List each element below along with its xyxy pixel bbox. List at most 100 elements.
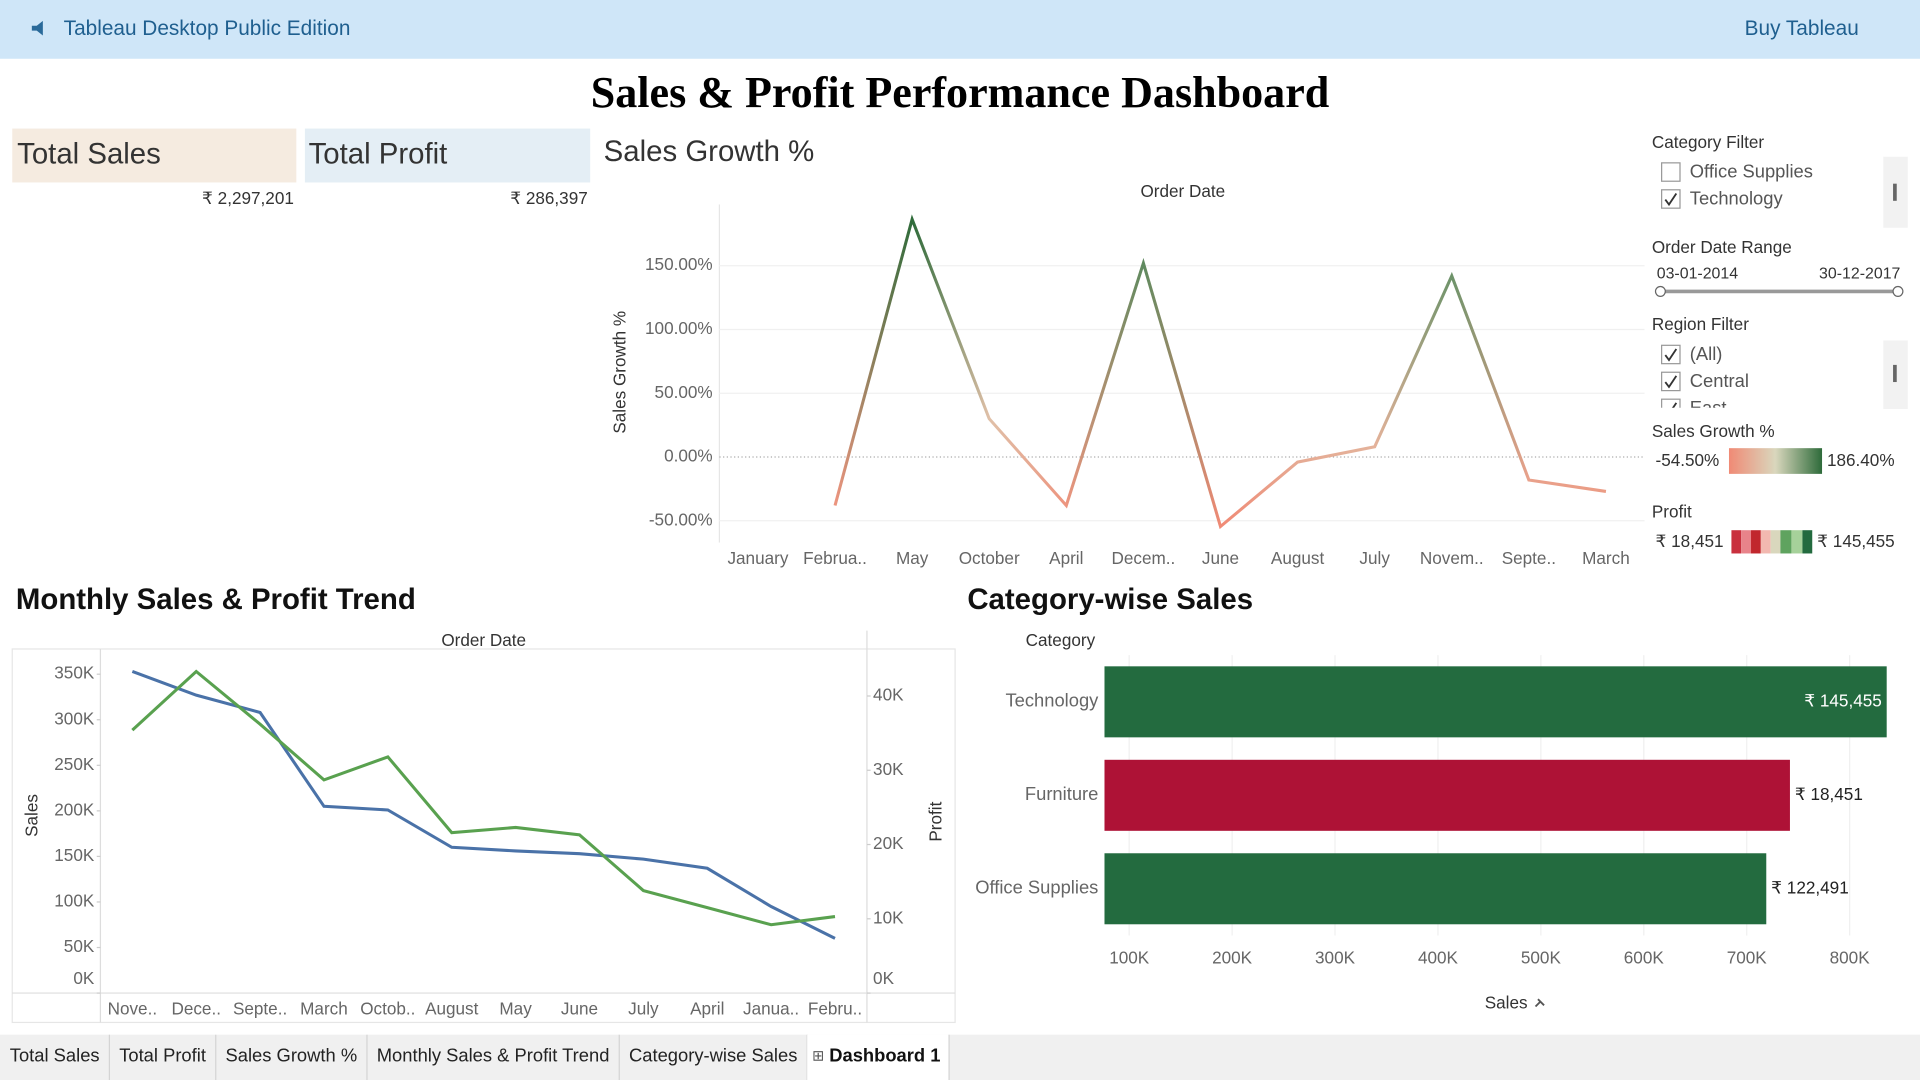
app-name: Tableau Desktop Public Edition xyxy=(64,17,351,40)
x-tick-label: Decem.. xyxy=(1112,548,1176,568)
y2-tick-label: 20K xyxy=(873,833,904,853)
category-header: Category xyxy=(1026,630,1096,650)
y-axis-title: Sales xyxy=(22,794,42,837)
tab[interactable]: Sales Growth % xyxy=(226,1045,358,1066)
filter-option[interactable]: Central xyxy=(1690,370,1749,391)
x-axis-title: Order Date xyxy=(1140,181,1225,201)
x-tick-label: March xyxy=(300,999,348,1019)
tab[interactable]: Total Profit xyxy=(119,1045,206,1066)
kpi-label: Total Sales xyxy=(17,137,161,170)
checkbox[interactable] xyxy=(1661,398,1681,417)
category-label: Technology xyxy=(1005,690,1099,711)
x-tick-label: April xyxy=(1049,548,1083,568)
filter-title: Order Date Range xyxy=(1652,237,1792,257)
buy-link[interactable]: Buy Tableau xyxy=(1745,17,1859,40)
check-mark xyxy=(1671,402,1678,408)
value-label: ₹ 145,455 xyxy=(1804,690,1882,710)
app-icon xyxy=(31,20,43,36)
x-tick-label: Septe.. xyxy=(233,999,287,1019)
tab[interactable]: Total Sales xyxy=(10,1045,100,1066)
top-bar xyxy=(0,0,1920,59)
checkbox[interactable] xyxy=(1661,344,1681,365)
checkbox[interactable] xyxy=(1661,371,1681,392)
x-tick-label: 400K xyxy=(1418,947,1459,967)
x-axis-title: Sales xyxy=(1485,993,1528,1013)
kpi-value: ₹ 2,297,201 xyxy=(202,188,294,208)
dashboard-title: Sales & Profit Performance Dashboard xyxy=(591,68,1330,117)
y-tick-label: 0K xyxy=(73,968,95,988)
chart-title: Category-wise Sales xyxy=(967,583,1253,616)
x-tick-label: 600K xyxy=(1624,947,1665,967)
series-line xyxy=(131,670,836,940)
y-tick-label: 300K xyxy=(54,708,95,728)
y2-tick-label: 40K xyxy=(873,685,904,705)
x-tick-label: Septe.. xyxy=(1502,548,1556,568)
bar xyxy=(1104,853,1767,925)
slider-handle[interactable] xyxy=(1892,285,1904,297)
checkbox[interactable] xyxy=(1661,189,1681,209)
x-tick-label: June xyxy=(561,999,598,1019)
x-tick-label: 100K xyxy=(1109,947,1150,967)
x-tick-label: April xyxy=(690,999,724,1019)
y-tick-label: -50.00% xyxy=(649,509,713,529)
y2-axis-title: Profit xyxy=(925,801,945,841)
chart-title: Sales Growth % xyxy=(604,135,815,168)
x-tick-label: August xyxy=(425,999,479,1019)
x-tick-label: Febru.. xyxy=(808,999,862,1019)
x-tick-label: July xyxy=(628,999,659,1019)
filter-option[interactable]: (All) xyxy=(1690,343,1723,364)
series-line xyxy=(131,669,836,927)
y2-tick-label: 10K xyxy=(873,907,904,927)
y-tick-label: 350K xyxy=(54,663,95,683)
date-end: 30-12-2017 xyxy=(1819,265,1901,282)
scroll-thumb[interactable] xyxy=(1893,183,1897,201)
kpi-box xyxy=(12,128,297,183)
filter-title: Category Filter xyxy=(1652,132,1765,152)
x-tick-label: June xyxy=(1202,548,1239,568)
x-tick-label: 200K xyxy=(1212,947,1253,967)
active-tab xyxy=(807,1034,950,1080)
legend-max: 186.40% xyxy=(1827,450,1895,470)
x-tick-label: 500K xyxy=(1521,947,1562,967)
filter-option[interactable]: Technology xyxy=(1690,187,1784,208)
legend-min: -54.50% xyxy=(1656,450,1720,470)
x-tick-label: 800K xyxy=(1830,947,1871,967)
slider-handle[interactable] xyxy=(1654,285,1666,297)
legend-max: ₹ 145,455 xyxy=(1817,531,1895,551)
y-tick-label: 0.00% xyxy=(664,446,713,466)
scroll-thumb[interactable] xyxy=(1893,364,1897,383)
tab[interactable]: Dashboard 1 xyxy=(829,1045,940,1066)
checkbox[interactable] xyxy=(1661,162,1681,182)
x-tick-label: Dece.. xyxy=(171,999,221,1019)
x-tick-label: 700K xyxy=(1727,947,1768,967)
x-tick-label: 300K xyxy=(1315,947,1356,967)
tab[interactable]: Monthly Sales & Profit Trend xyxy=(377,1045,610,1066)
value-label: ₹ 122,491 xyxy=(1771,877,1849,897)
x-axis-title: Order Date xyxy=(441,630,526,650)
x-tick-label: Novem.. xyxy=(1420,548,1484,568)
y2-tick-label: 0K xyxy=(873,968,895,988)
y-axis-title: Sales Growth % xyxy=(609,311,629,434)
legend-title: Profit xyxy=(1652,502,1692,522)
growth-line xyxy=(833,214,1607,530)
x-tick-label: January xyxy=(727,548,788,568)
x-tick-label: Februa.. xyxy=(803,548,867,568)
pin-icon[interactable] xyxy=(1534,998,1545,1008)
y-tick-label: 200K xyxy=(54,799,95,819)
filter-option[interactable]: East xyxy=(1690,397,1727,418)
filter-title: Region Filter xyxy=(1652,314,1749,334)
x-tick-label: October xyxy=(959,548,1020,568)
tab[interactable]: Category-wise Sales xyxy=(629,1045,797,1066)
x-tick-label: May xyxy=(896,548,929,568)
chart-title: Monthly Sales & Profit Trend xyxy=(16,583,416,616)
check-mark xyxy=(1664,192,1678,207)
y-tick-label: 50.00% xyxy=(655,382,713,402)
y-tick-label: 150.00% xyxy=(645,254,713,274)
y-tick-label: 100K xyxy=(54,890,95,910)
y-tick-label: 250K xyxy=(54,754,95,774)
filter-option[interactable]: Office Supplies xyxy=(1690,160,1813,181)
x-tick-label: July xyxy=(1359,548,1390,568)
kpi-label: Total Profit xyxy=(309,137,448,170)
tab-bar xyxy=(0,1034,1920,1080)
